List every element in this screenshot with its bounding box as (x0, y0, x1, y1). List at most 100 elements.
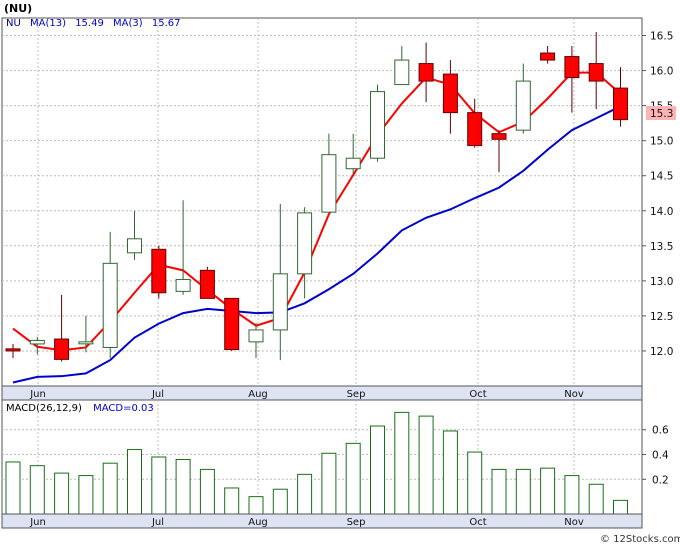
macd-y-tick-label: 0.4 (652, 450, 669, 462)
candle (175, 200, 191, 295)
candle (127, 210, 142, 260)
candle (29, 336, 45, 355)
candle-body (248, 329, 264, 343)
macd-bar (102, 462, 118, 515)
macd-bar (491, 468, 507, 515)
candle-body (540, 52, 556, 61)
candle-body (394, 59, 410, 86)
candle (345, 133, 361, 175)
candle (151, 245, 167, 299)
x-tick-label-bottom: Sep (347, 517, 366, 528)
macd-bar (394, 411, 410, 515)
macd-bar (564, 475, 580, 515)
x-tick-label-top: Sep (347, 389, 366, 400)
candle (588, 32, 604, 110)
x-tick-label-top: Oct (469, 389, 486, 400)
x-tick-label-bottom: Nov (564, 517, 584, 528)
price-y-tick-label: 14.0 (650, 206, 673, 218)
x-tick-label-top: Aug (248, 389, 268, 400)
candle (5, 343, 21, 358)
candle (78, 315, 94, 353)
candle-body (175, 278, 191, 292)
price-panel: 12.012.513.013.514.014.515.015.516.016.5… (1, 17, 676, 387)
candle-body (467, 112, 483, 147)
macd-bar (199, 468, 215, 515)
legend-ma13-label: MA(13) (30, 18, 66, 29)
macd-bar (467, 451, 483, 515)
macd-y-tick-label: 0.6 (652, 425, 669, 437)
macd-bar (5, 461, 21, 515)
price-legend: NU MA(13) 15.49 MA(3) 15.67 (6, 18, 180, 29)
macd-y-axis: 0.2 0.4 0.6 (642, 425, 669, 486)
macd-bar (54, 472, 70, 515)
candle (418, 42, 434, 103)
macd-bar (613, 499, 628, 515)
x-tick-label-bottom: Aug (248, 517, 268, 528)
legend-ma3-label: MA(3) (113, 18, 143, 29)
macd-bar (321, 452, 337, 515)
price-y-tick-label: 16.0 (650, 66, 673, 78)
macd-legend: MACD(26,12,9) MACD=0.03 (6, 403, 154, 414)
x-tick-label-bottom: Oct (469, 517, 486, 528)
credit-text: © 12Stocks.com (600, 534, 680, 545)
candle (515, 63, 531, 134)
candle-body (199, 269, 215, 299)
candle (224, 297, 240, 351)
macd-bar (175, 458, 191, 515)
legend-symbol: NU (6, 18, 21, 29)
candle (540, 46, 556, 64)
macd-bar (78, 475, 94, 515)
macd-bar (297, 473, 313, 515)
candle (442, 60, 458, 134)
candle-body (224, 297, 240, 351)
x-tick-label-bottom: Jul (151, 517, 164, 528)
macd-legend-label: MACD(26,12,9) (6, 403, 82, 414)
candle-body (515, 80, 531, 131)
candle-body (297, 212, 313, 275)
price-y-tick-label: 15.0 (650, 136, 673, 148)
date-axis-band-bottom (1, 513, 643, 529)
macd-legend-value: MACD=0.03 (93, 403, 154, 414)
macd-bar (151, 456, 167, 515)
candle-body (5, 348, 21, 352)
last-price-box (646, 106, 676, 120)
x-tick-label-top: Jun (29, 389, 46, 400)
candle-body (491, 133, 507, 140)
candle-body (321, 154, 337, 213)
candle (248, 322, 264, 358)
candle (199, 266, 215, 299)
candle (297, 207, 313, 299)
candle-body (588, 63, 604, 82)
candle-body (127, 238, 142, 254)
legend-ma3-value: 15.67 (152, 18, 181, 29)
x-axis-bottom: Jun Jul Aug Sep Oct Nov (29, 517, 584, 528)
candle (272, 203, 288, 361)
ma13-series (12, 105, 621, 384)
candle-body (151, 248, 167, 294)
macd-bar (248, 496, 264, 515)
candle-body (102, 262, 118, 348)
macd-y-tick-label: 0.2 (652, 474, 669, 486)
candle-body (29, 339, 45, 345)
macd-bar (515, 468, 531, 515)
candle (54, 294, 70, 362)
macd-bar (588, 483, 604, 515)
price-y-tick-label: 16.5 (650, 31, 673, 43)
price-y-tick-label: 14.5 (650, 171, 673, 183)
candle (564, 46, 580, 113)
price-y-tick-label: 12.0 (650, 346, 673, 358)
macd-bar (540, 467, 556, 515)
macd-bar (442, 430, 458, 515)
candle (321, 133, 337, 213)
x-axis-top: Jun Jul Aug Sep Oct Nov (29, 389, 584, 400)
candle-body (613, 87, 628, 121)
macd-bar (345, 442, 361, 515)
candle-body (78, 341, 94, 345)
candle (102, 231, 118, 358)
candle-body (442, 73, 458, 114)
last-price-marker: 15.3 (646, 106, 676, 120)
candle-body (418, 63, 434, 82)
macd-bar (370, 425, 385, 515)
ticker-title: (NU) (4, 2, 32, 15)
macd-bar (224, 487, 240, 515)
